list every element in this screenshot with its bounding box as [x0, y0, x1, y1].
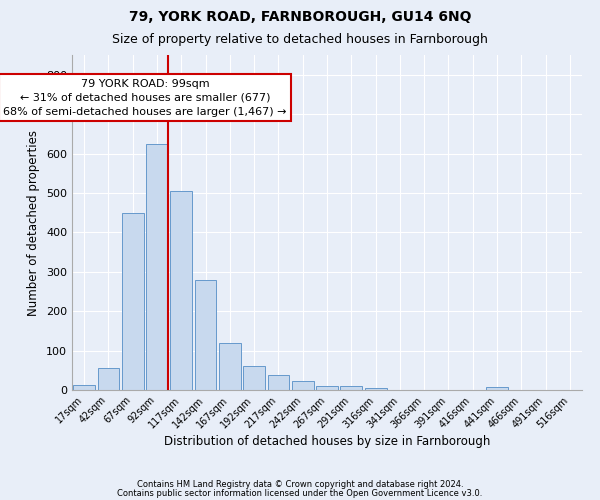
X-axis label: Distribution of detached houses by size in Farnborough: Distribution of detached houses by size … — [164, 436, 490, 448]
Bar — [292, 382, 314, 390]
Text: Size of property relative to detached houses in Farnborough: Size of property relative to detached ho… — [112, 32, 488, 46]
Text: Contains HM Land Registry data © Crown copyright and database right 2024.: Contains HM Land Registry data © Crown c… — [137, 480, 463, 489]
Text: 79 YORK ROAD: 99sqm
← 31% of detached houses are smaller (677)
68% of semi-detac: 79 YORK ROAD: 99sqm ← 31% of detached ho… — [3, 78, 287, 116]
Bar — [170, 191, 192, 390]
Bar — [97, 368, 119, 390]
Bar — [316, 386, 338, 390]
Bar — [73, 386, 95, 390]
Bar — [243, 366, 265, 390]
Bar — [365, 388, 386, 390]
Bar — [146, 144, 168, 390]
Bar — [219, 344, 241, 390]
Y-axis label: Number of detached properties: Number of detached properties — [28, 130, 40, 316]
Bar — [268, 376, 289, 390]
Text: 79, YORK ROAD, FARNBOROUGH, GU14 6NQ: 79, YORK ROAD, FARNBOROUGH, GU14 6NQ — [129, 10, 471, 24]
Text: Contains public sector information licensed under the Open Government Licence v3: Contains public sector information licen… — [118, 488, 482, 498]
Bar — [340, 386, 362, 390]
Bar — [122, 212, 143, 390]
Bar — [486, 387, 508, 390]
Bar — [194, 280, 217, 390]
